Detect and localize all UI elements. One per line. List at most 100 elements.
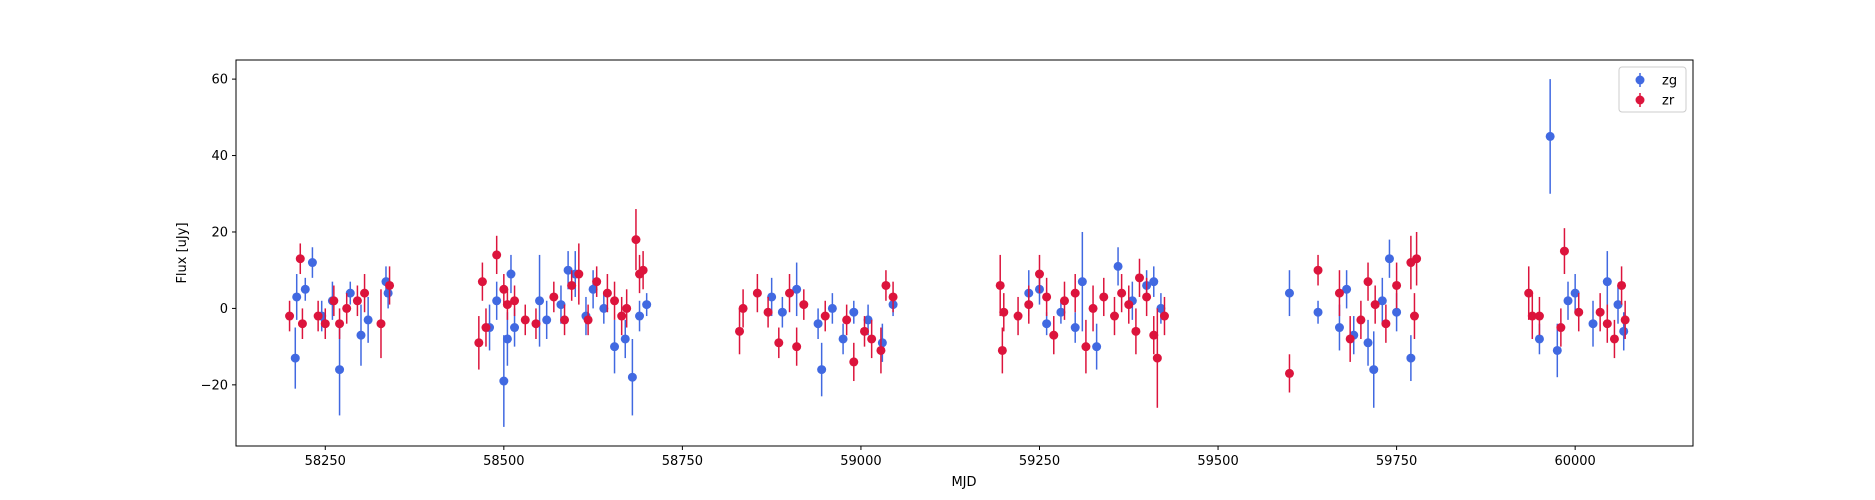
data-point	[1149, 330, 1159, 340]
legend-label: zg	[1662, 74, 1677, 89]
data-point	[560, 315, 570, 325]
data-point	[345, 288, 355, 298]
data-point	[888, 292, 898, 302]
data-point	[820, 311, 830, 321]
data-point	[1345, 334, 1355, 344]
data-point	[481, 323, 491, 333]
data-point	[1563, 296, 1573, 306]
data-point	[492, 296, 502, 306]
data-point	[1384, 254, 1394, 264]
data-point	[638, 265, 648, 275]
data-point	[583, 315, 593, 325]
data-point	[1056, 307, 1066, 317]
data-point	[813, 319, 823, 329]
data-point	[785, 288, 795, 298]
data-point	[1377, 296, 1387, 306]
data-point	[1134, 273, 1144, 283]
data-point	[320, 319, 330, 329]
data-point	[474, 338, 484, 348]
data-point	[1412, 254, 1422, 264]
data-point	[531, 319, 541, 329]
data-point	[1284, 288, 1294, 298]
data-point	[1013, 311, 1023, 321]
data-point	[563, 265, 573, 275]
data-point	[1613, 300, 1623, 310]
data-point	[1109, 311, 1119, 321]
data-point	[1070, 323, 1080, 333]
data-point	[385, 280, 395, 290]
x-axis: 58250 58500 58750 59000 59250 59500 59750 60000	[305, 446, 1596, 469]
data-point	[1559, 246, 1569, 256]
data-point	[1552, 345, 1562, 355]
data-point	[1159, 311, 1169, 321]
data-point	[767, 292, 777, 302]
data-point	[313, 311, 323, 321]
data-point	[610, 296, 620, 306]
data-point	[1099, 292, 1109, 302]
data-point	[842, 315, 852, 325]
data-point	[1049, 330, 1059, 340]
data-point	[383, 288, 393, 298]
data-point	[1117, 288, 1127, 298]
data-point	[610, 342, 620, 352]
data-point	[1124, 300, 1134, 310]
legend-label: zr	[1662, 94, 1675, 109]
y-tick-label: −20	[201, 378, 228, 393]
data-point	[863, 315, 873, 325]
legend: zg zr	[1618, 66, 1687, 113]
x-tick-label: 59000	[840, 454, 881, 469]
data-point	[1574, 307, 1584, 317]
y-tick-label: 60	[211, 73, 228, 88]
data-point	[1617, 280, 1627, 290]
data-point	[329, 296, 339, 306]
data-point	[1534, 311, 1544, 321]
data-point	[995, 280, 1005, 290]
legend-item-zr: zr	[1635, 93, 1675, 109]
data-point	[1142, 292, 1152, 302]
data-point	[1527, 311, 1537, 321]
data-point	[752, 288, 762, 298]
data-point	[363, 315, 373, 325]
data-point	[477, 277, 487, 287]
data-point	[997, 345, 1007, 355]
data-point	[849, 357, 859, 367]
data-point	[285, 311, 295, 321]
data-point	[599, 303, 609, 313]
x-tick-label: 58250	[305, 454, 346, 469]
data-point	[1524, 288, 1534, 298]
data-point	[556, 300, 566, 310]
data-point	[292, 292, 302, 302]
data-point	[592, 277, 602, 287]
data-point	[335, 365, 345, 375]
y-axis-label: Flux [uJy]	[175, 222, 190, 283]
data-point	[876, 345, 886, 355]
x-tick-label: 59750	[1376, 454, 1417, 469]
data-point	[492, 250, 502, 260]
data-point	[290, 353, 300, 363]
data-point	[617, 311, 627, 321]
data-point	[502, 334, 512, 344]
data-point	[627, 372, 637, 382]
data-point	[342, 303, 352, 313]
data-point	[506, 269, 516, 279]
data-point	[1356, 315, 1366, 325]
data-point	[1570, 288, 1580, 298]
data-point	[817, 365, 827, 375]
data-point	[499, 376, 509, 386]
data-point	[860, 326, 870, 336]
data-point	[877, 338, 887, 348]
data-point	[867, 334, 877, 344]
data-point	[1334, 288, 1344, 298]
data-point	[549, 292, 559, 302]
data-point	[631, 235, 641, 245]
data-point	[300, 284, 310, 294]
x-tick-label: 58750	[662, 454, 703, 469]
data-point	[735, 326, 745, 336]
x-tick-label: 60000	[1554, 454, 1595, 469]
data-point	[827, 303, 837, 313]
data-point	[1602, 319, 1612, 329]
legend-item-zg: zg	[1635, 73, 1677, 89]
data-point	[510, 323, 520, 333]
data-point	[1363, 338, 1373, 348]
data-point	[1081, 342, 1091, 352]
